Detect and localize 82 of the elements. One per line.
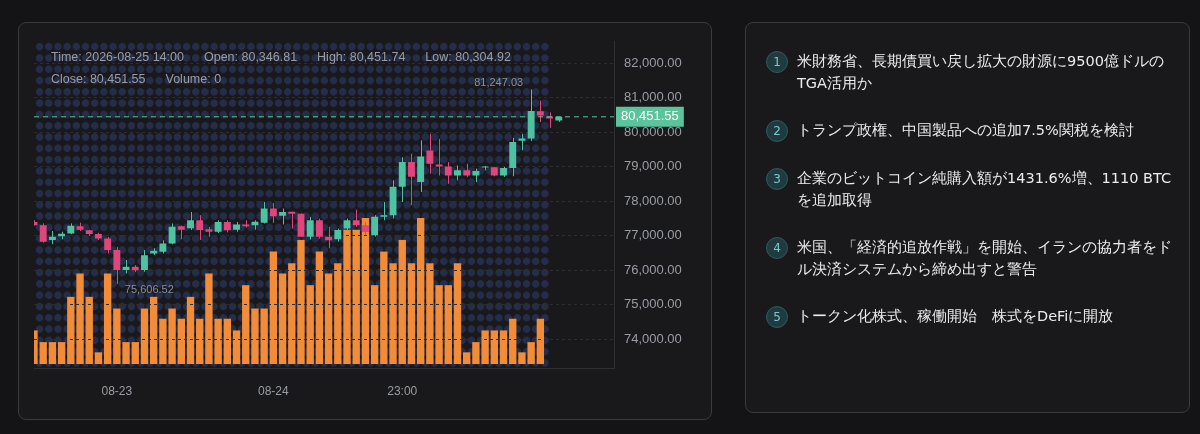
bar	[242, 285, 250, 364]
bar	[536, 318, 545, 364]
annotation: Low: 80,304.92	[425, 50, 511, 64]
annotation: Open: 80,346.81	[203, 50, 298, 64]
y-tick-label: 78,000.00	[624, 192, 682, 208]
text: トークン化株式、稼働開始 株式をDeFiに開放	[797, 308, 1114, 324]
y-tick-label: 75,000.00	[624, 296, 682, 312]
x-tick-label: 08-23	[101, 384, 133, 399]
y-tick-label: 76,000.00	[624, 261, 682, 277]
bar	[324, 273, 333, 364]
bar	[85, 296, 93, 364]
bar	[334, 263, 342, 364]
annotation: Close: 80,451.55	[51, 72, 146, 86]
candlestick	[371, 214, 379, 238]
text: 1	[766, 51, 788, 73]
text: 企業のビットコイン純購入額が1431.6%増、1110 BTCを追加取得	[797, 170, 1172, 208]
candlestick	[168, 222, 176, 245]
bar	[453, 263, 462, 364]
candlestick	[536, 100, 544, 123]
candlestick	[408, 153, 415, 206]
candlestick	[435, 138, 443, 176]
bar	[499, 330, 508, 364]
bar	[352, 229, 360, 364]
y-tick-label: 82,000.00	[624, 54, 682, 70]
y-tick-label: 80,000.00	[624, 123, 682, 139]
y-tick-label: 79,000.00	[624, 158, 682, 174]
annotation: 75,606.52	[124, 282, 174, 295]
bar	[343, 229, 351, 364]
bar	[398, 239, 406, 364]
candlestick	[141, 249, 148, 273]
y-tick-label: 81,000.00	[624, 89, 682, 105]
text: 2	[766, 120, 788, 142]
bar	[140, 308, 149, 364]
x-tick-label: 08-24	[258, 384, 290, 399]
candlestick	[444, 161, 452, 185]
bar	[361, 218, 370, 364]
bar	[288, 263, 296, 364]
annotation: Time: 2026-08-25 14:00	[51, 50, 184, 64]
candlestick	[269, 202, 277, 224]
text: 4	[766, 237, 788, 259]
y-tick-label: 74,000.00	[624, 330, 682, 346]
text: 5	[766, 306, 788, 328]
bar	[306, 285, 314, 364]
bar	[196, 318, 204, 364]
bar	[131, 342, 139, 364]
bar	[94, 352, 103, 364]
bar	[269, 251, 278, 364]
bar	[177, 318, 185, 364]
bar	[278, 273, 287, 364]
annotation: High: 80,451.74	[317, 50, 406, 64]
bar	[370, 285, 379, 364]
bar	[223, 318, 232, 364]
candlestick	[306, 216, 314, 241]
bar	[315, 251, 324, 364]
candlestick	[380, 201, 388, 221]
text: トランプ政権、中国製品への追加7.5%関税を検討	[797, 122, 1134, 138]
bar	[232, 330, 241, 364]
y-tick-label: 77,000.00	[624, 227, 682, 243]
bar	[463, 352, 471, 364]
bar	[297, 239, 305, 364]
bar	[416, 218, 425, 364]
candlestick	[426, 133, 434, 175]
candlestick	[113, 246, 121, 285]
candlestick	[196, 214, 204, 241]
x-tick-label: 23:00	[387, 384, 418, 399]
text: 米国、「経済的追放作戦」を開始、イランの協力者をドル決済システムから締め出すと警告	[797, 239, 1172, 277]
annotation: Volume: 0	[165, 72, 222, 86]
bar	[103, 273, 112, 364]
candlestick	[315, 218, 323, 240]
bar	[186, 296, 195, 364]
bar	[490, 330, 498, 364]
bar	[150, 296, 158, 364]
ref-line-label: 80,451.55	[621, 108, 679, 124]
bar	[57, 342, 66, 364]
annotation: 81,247.03	[474, 76, 524, 89]
bar	[444, 285, 452, 364]
bar	[48, 342, 57, 364]
bar	[509, 318, 517, 364]
text: 3	[766, 168, 788, 190]
bar	[407, 263, 416, 364]
candlestick	[39, 222, 47, 244]
text: 米財務省、長期債買い戻し拡大の財源に9500億ドルのTGA活用か	[797, 53, 1164, 91]
